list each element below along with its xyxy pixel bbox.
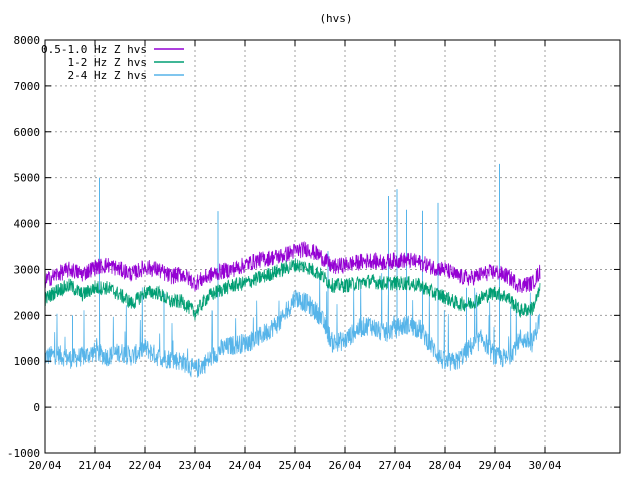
y-tick-label: 2000: [14, 309, 41, 322]
x-tick-label: 22/04: [128, 459, 161, 472]
y-tick-label: 4000: [14, 218, 41, 231]
x-tick-label: 26/04: [328, 459, 361, 472]
x-tick-label: 30/04: [528, 459, 561, 472]
y-tick-label: -1000: [7, 447, 40, 460]
plot-frame: [44, 39, 621, 454]
x-tick-label: 27/04: [378, 459, 411, 472]
series-line: [44, 240, 541, 294]
legend-label: 0.5-1.0 Hz Z hvs: [41, 43, 147, 56]
y-tick-label: 3000: [14, 263, 41, 276]
x-tick-label: 23/04: [178, 459, 211, 472]
legend-label: 1-2 Hz Z hvs: [68, 56, 147, 69]
y-tick-label: 8000: [14, 34, 41, 47]
legend-label: 2-4 Hz Z hvs: [68, 69, 147, 82]
series-layer: [44, 163, 541, 378]
x-tick-label: 28/04: [428, 459, 461, 472]
y-tick-label: 1000: [14, 355, 41, 368]
y-tick-label: 5000: [14, 172, 41, 185]
series-line: [44, 273, 541, 378]
x-tick-label: 24/04: [228, 459, 261, 472]
x-tick-label: 25/04: [278, 459, 311, 472]
x-tick-label: 20/04: [28, 459, 61, 472]
x-tick-label: 29/04: [478, 459, 511, 472]
chart-title: (hvs): [319, 12, 352, 25]
y-tick-label: 6000: [14, 126, 41, 139]
y-tick-label: 0: [33, 401, 40, 414]
y-tick-label: 7000: [14, 80, 41, 93]
ticks: -1000 0 1000 2000 3000 4000 5000 6000 7000 8000 20…: [7, 34, 620, 472]
x-tick-label: 21/04: [78, 459, 111, 472]
series-line: [44, 258, 541, 321]
